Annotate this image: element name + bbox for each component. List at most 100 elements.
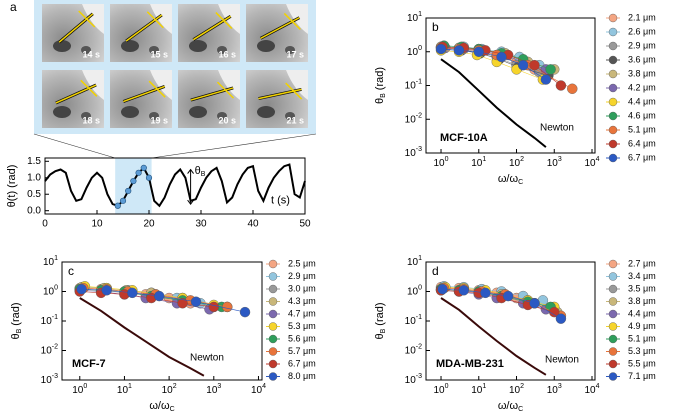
- frame-time: 20 s: [218, 115, 236, 125]
- data-point: [496, 51, 507, 63]
- y-tick-label: 10-3: [41, 373, 58, 386]
- data-point: [545, 64, 556, 75]
- y-tick-label: 10-2: [41, 343, 58, 356]
- x-tick-label: 40: [247, 219, 259, 230]
- frame-time: 14 s: [82, 49, 100, 59]
- y-tick-label-sup: -3: [416, 373, 422, 380]
- x-axis-label-sub: C: [518, 406, 523, 413]
- x-tick-label: 103: [547, 383, 562, 396]
- annotation-main: θ: [195, 165, 201, 177]
- legend-label: 4.2 μm: [628, 82, 656, 92]
- frame-blob: [285, 112, 295, 120]
- y-tick-label: 101: [407, 11, 422, 24]
- x-axis-label: ω/ωC: [498, 173, 523, 186]
- y-tick-label: 1.0: [27, 172, 41, 183]
- legend-marker: [608, 41, 618, 51]
- x-tick-label-sup: 1: [482, 156, 486, 163]
- y-tick-label-sup: -1: [416, 78, 422, 85]
- data-point: [190, 296, 202, 307]
- legend-marker: [608, 97, 618, 107]
- y-tick-label-main: 10: [43, 257, 55, 268]
- sample-label: MCF-10A: [440, 132, 488, 144]
- y-tick-label-sup: -2: [416, 343, 422, 350]
- legend-label: 6.7 μm: [288, 358, 316, 368]
- theta-point: [145, 174, 153, 181]
- y-tick-label: 10-2: [405, 343, 422, 356]
- legend-label: 2.7 μm: [628, 258, 656, 268]
- annotation-sub: B: [201, 171, 206, 178]
- legend-marker: [608, 69, 618, 79]
- panel-letter: d: [432, 264, 439, 278]
- y-axis-label-sub: B: [380, 328, 387, 333]
- data-point: [239, 306, 251, 318]
- x-tick-label: 20: [143, 219, 155, 230]
- y-tick-label-sup: -3: [52, 373, 58, 380]
- legend-marker: [608, 322, 618, 331]
- y-axis-label: θ(t) (rad): [6, 165, 18, 208]
- x-tick-label: 102: [509, 156, 524, 169]
- x-tick-label: 50: [299, 219, 311, 230]
- bead-cross: [80, 79, 98, 97]
- y-axis-label: θB (rad): [374, 302, 387, 339]
- panel-letter: a: [10, 0, 17, 14]
- x-tick-label: 101: [471, 156, 486, 169]
- legend-marker: [608, 297, 618, 306]
- data-point: [154, 290, 165, 302]
- data-point: [555, 313, 567, 324]
- x-axis-label: ω/ωC: [498, 400, 523, 413]
- y-tick-label-main: 10: [405, 114, 417, 125]
- x-tick-label: 102: [162, 383, 177, 396]
- x-tick-label-main: 10: [117, 385, 129, 396]
- y-tick-label: 10-1: [41, 314, 58, 327]
- x-tick-label: 101: [117, 383, 132, 396]
- legend-label: 5.1 μm: [628, 333, 656, 343]
- theta-point: [140, 164, 147, 171]
- y-tick-label-main: 10: [407, 286, 419, 297]
- x-tick-label: 0: [42, 219, 48, 230]
- x-axis-label-sub: C: [170, 406, 175, 413]
- legend-marker: [608, 55, 618, 65]
- frame-bright: [218, 70, 240, 100]
- y-tick-label-sup: 0: [418, 284, 422, 291]
- data-point: [101, 285, 112, 296]
- x-tick-label-sup: 4: [596, 156, 600, 163]
- x-tick-label-sup: 1: [128, 383, 132, 390]
- x-tick-label-sup: 3: [558, 156, 562, 163]
- legend-marker: [268, 259, 278, 269]
- x-tick-label: 103: [206, 383, 221, 396]
- x-axis-label-sub: C: [518, 179, 523, 186]
- y-tick-label: 10-3: [405, 373, 422, 386]
- legend-label: 3.8 μm: [628, 296, 656, 306]
- frame-bright: [82, 4, 104, 34]
- y-tick-label: 100: [43, 284, 58, 297]
- reference-line: [79, 297, 205, 377]
- y-tick-label-sup: -2: [416, 112, 422, 119]
- x-tick-label-sup: 2: [520, 383, 524, 390]
- data-point: [76, 283, 87, 295]
- legend-marker: [608, 334, 618, 344]
- legend-label: 3.0 μm: [288, 283, 316, 293]
- legend-marker: [608, 111, 618, 121]
- legend-label: 5.6 μm: [288, 333, 316, 343]
- x-tick-label-main: 10: [547, 385, 559, 396]
- bead-cross: [148, 80, 166, 98]
- y-axis-label: θB (rad): [10, 302, 23, 339]
- x-tick-label: 102: [509, 383, 524, 396]
- legend-marker: [608, 139, 618, 149]
- x-axis-label-main: ω/ω: [498, 400, 519, 412]
- frame-bright: [150, 4, 172, 34]
- bead-cross: [215, 12, 233, 30]
- theta-point: [135, 169, 142, 176]
- x-tick-label-sup: 2: [520, 156, 524, 163]
- x-tick-label-sup: 4: [262, 383, 266, 390]
- data-point: [458, 285, 469, 296]
- data-point: [177, 298, 188, 309]
- reference-label: Newton: [540, 123, 574, 134]
- legend-label: 2.9 μm: [628, 40, 656, 50]
- data-point: [529, 59, 540, 71]
- legend-marker: [268, 334, 278, 344]
- legend-label: 2.6 μm: [628, 26, 656, 36]
- frame-bright: [286, 70, 308, 100]
- bead-cross: [78, 10, 96, 28]
